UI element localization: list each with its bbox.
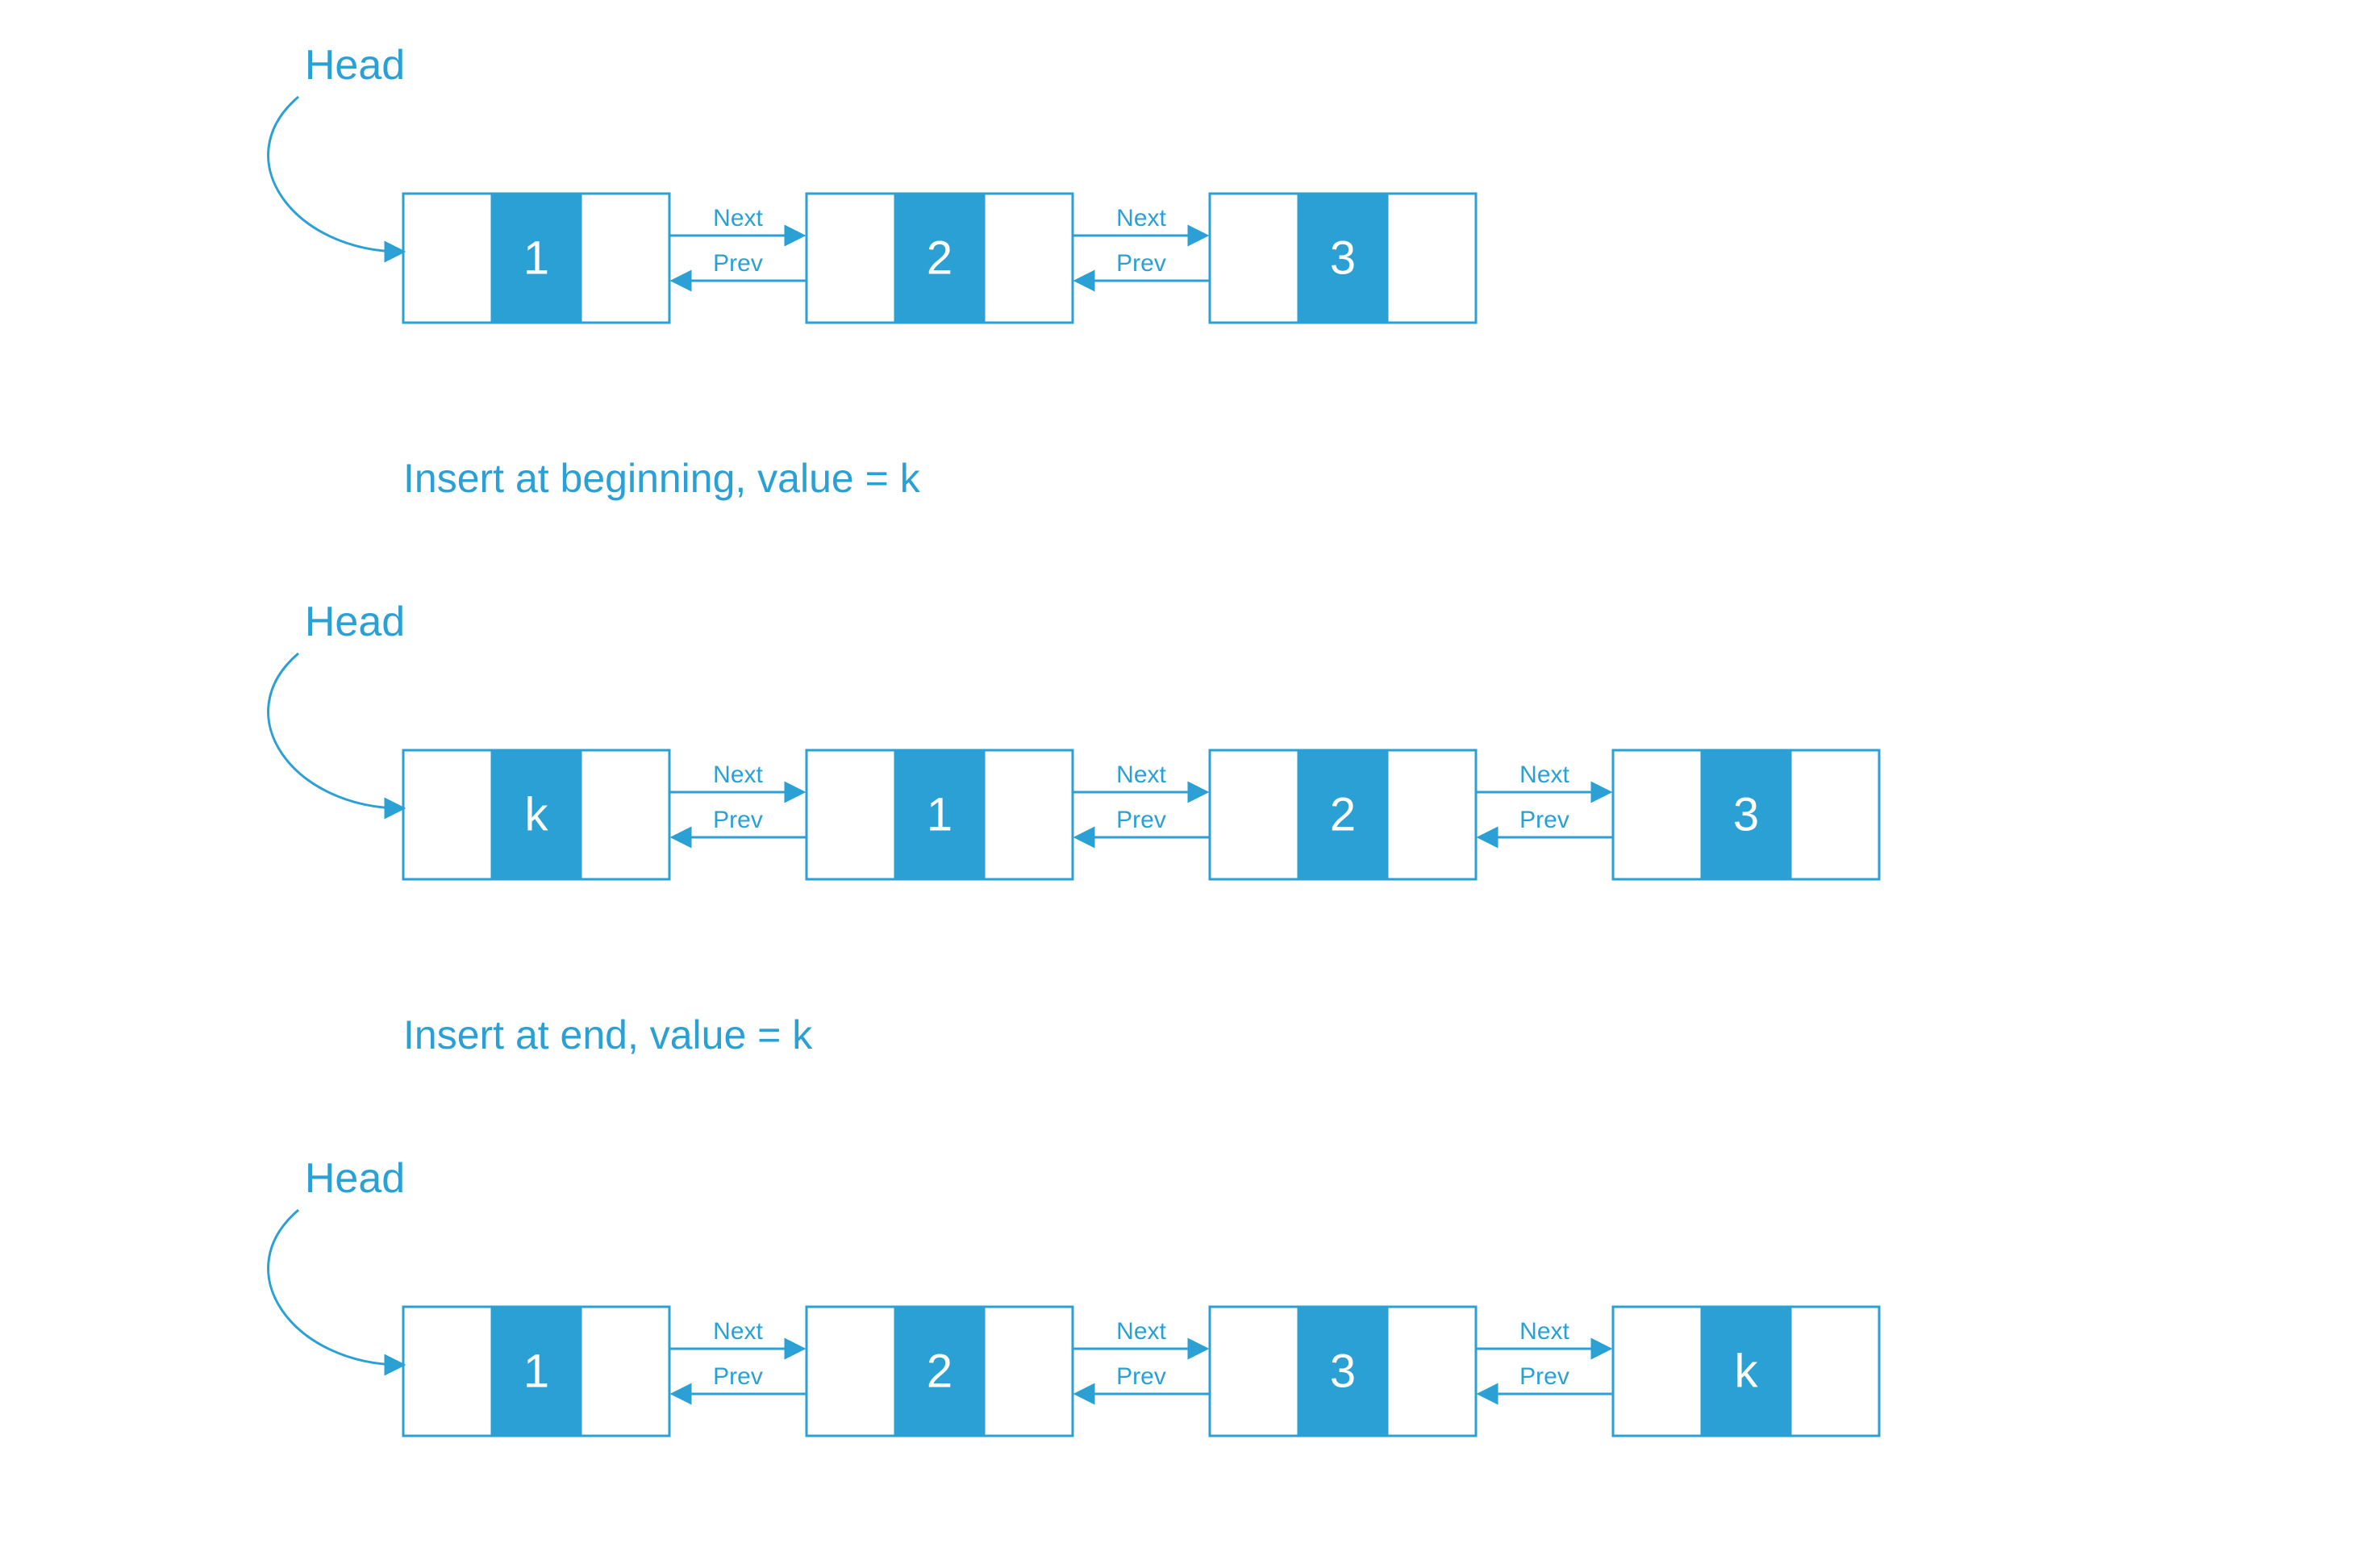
node-value: 1 bbox=[523, 1345, 549, 1398]
list-node: k bbox=[1613, 1307, 1879, 1436]
node-value: 1 bbox=[523, 232, 549, 285]
node-value: k bbox=[1735, 1345, 1759, 1398]
list-node: 1 bbox=[807, 750, 1073, 879]
prev-label: Prev bbox=[1519, 807, 1569, 833]
diagram-root: 1 2 3 Next Prev Next Prev Head Insert at beginni… bbox=[0, 0, 2380, 1552]
node-link: Next Prev bbox=[1476, 761, 1613, 837]
next-label: Next bbox=[713, 1318, 763, 1345]
node-value: 2 bbox=[927, 232, 952, 285]
head-pointer: Head bbox=[269, 1155, 406, 1365]
caption: Insert at end, value = k bbox=[403, 1012, 813, 1058]
list-node: 3 bbox=[1210, 1307, 1476, 1436]
next-label: Next bbox=[713, 205, 763, 232]
prev-label: Prev bbox=[1116, 1363, 1166, 1390]
head-pointer: Head bbox=[269, 599, 406, 808]
prev-label: Prev bbox=[1116, 250, 1166, 277]
node-link: Next Prev bbox=[669, 761, 807, 837]
prev-label: Prev bbox=[713, 807, 763, 833]
caption: Insert at beginning, value = k bbox=[403, 456, 921, 501]
node-value: 2 bbox=[1330, 789, 1356, 841]
node-value: k bbox=[525, 789, 549, 841]
list-node: k bbox=[403, 750, 669, 879]
node-link: Next Prev bbox=[669, 205, 807, 281]
node-link: Next Prev bbox=[669, 1318, 807, 1394]
node-value: 3 bbox=[1733, 789, 1759, 841]
node-link: Next Prev bbox=[1073, 761, 1210, 837]
head-label: Head bbox=[305, 1155, 405, 1202]
next-label: Next bbox=[1519, 1318, 1569, 1345]
list-node: 2 bbox=[807, 194, 1073, 323]
head-label: Head bbox=[305, 599, 405, 645]
list-node: 3 bbox=[1210, 194, 1476, 323]
node-link: Next Prev bbox=[1476, 1318, 1613, 1394]
head-label: Head bbox=[305, 42, 405, 89]
list-node: 2 bbox=[1210, 750, 1476, 879]
next-label: Next bbox=[1116, 761, 1166, 788]
list-node: 1 bbox=[403, 1307, 669, 1436]
node-value: 3 bbox=[1330, 232, 1356, 285]
prev-label: Prev bbox=[713, 1363, 763, 1390]
next-label: Next bbox=[1116, 205, 1166, 232]
list-node: 2 bbox=[807, 1307, 1073, 1436]
next-label: Next bbox=[713, 761, 763, 788]
linked-list-diagram: 1 2 3 Next Prev Next Prev Head Insert at beginni… bbox=[0, 0, 2380, 1552]
node-link: Next Prev bbox=[1073, 205, 1210, 281]
prev-label: Prev bbox=[1116, 807, 1166, 833]
prev-label: Prev bbox=[1519, 1363, 1569, 1390]
node-value: 2 bbox=[927, 1345, 952, 1398]
next-label: Next bbox=[1519, 761, 1569, 788]
next-label: Next bbox=[1116, 1318, 1166, 1345]
prev-label: Prev bbox=[713, 250, 763, 277]
list-node: 3 bbox=[1613, 750, 1879, 879]
node-value: 3 bbox=[1330, 1345, 1356, 1398]
node-link: Next Prev bbox=[1073, 1318, 1210, 1394]
list-node: 1 bbox=[403, 194, 669, 323]
node-value: 1 bbox=[927, 789, 952, 841]
head-pointer: Head bbox=[269, 42, 406, 252]
